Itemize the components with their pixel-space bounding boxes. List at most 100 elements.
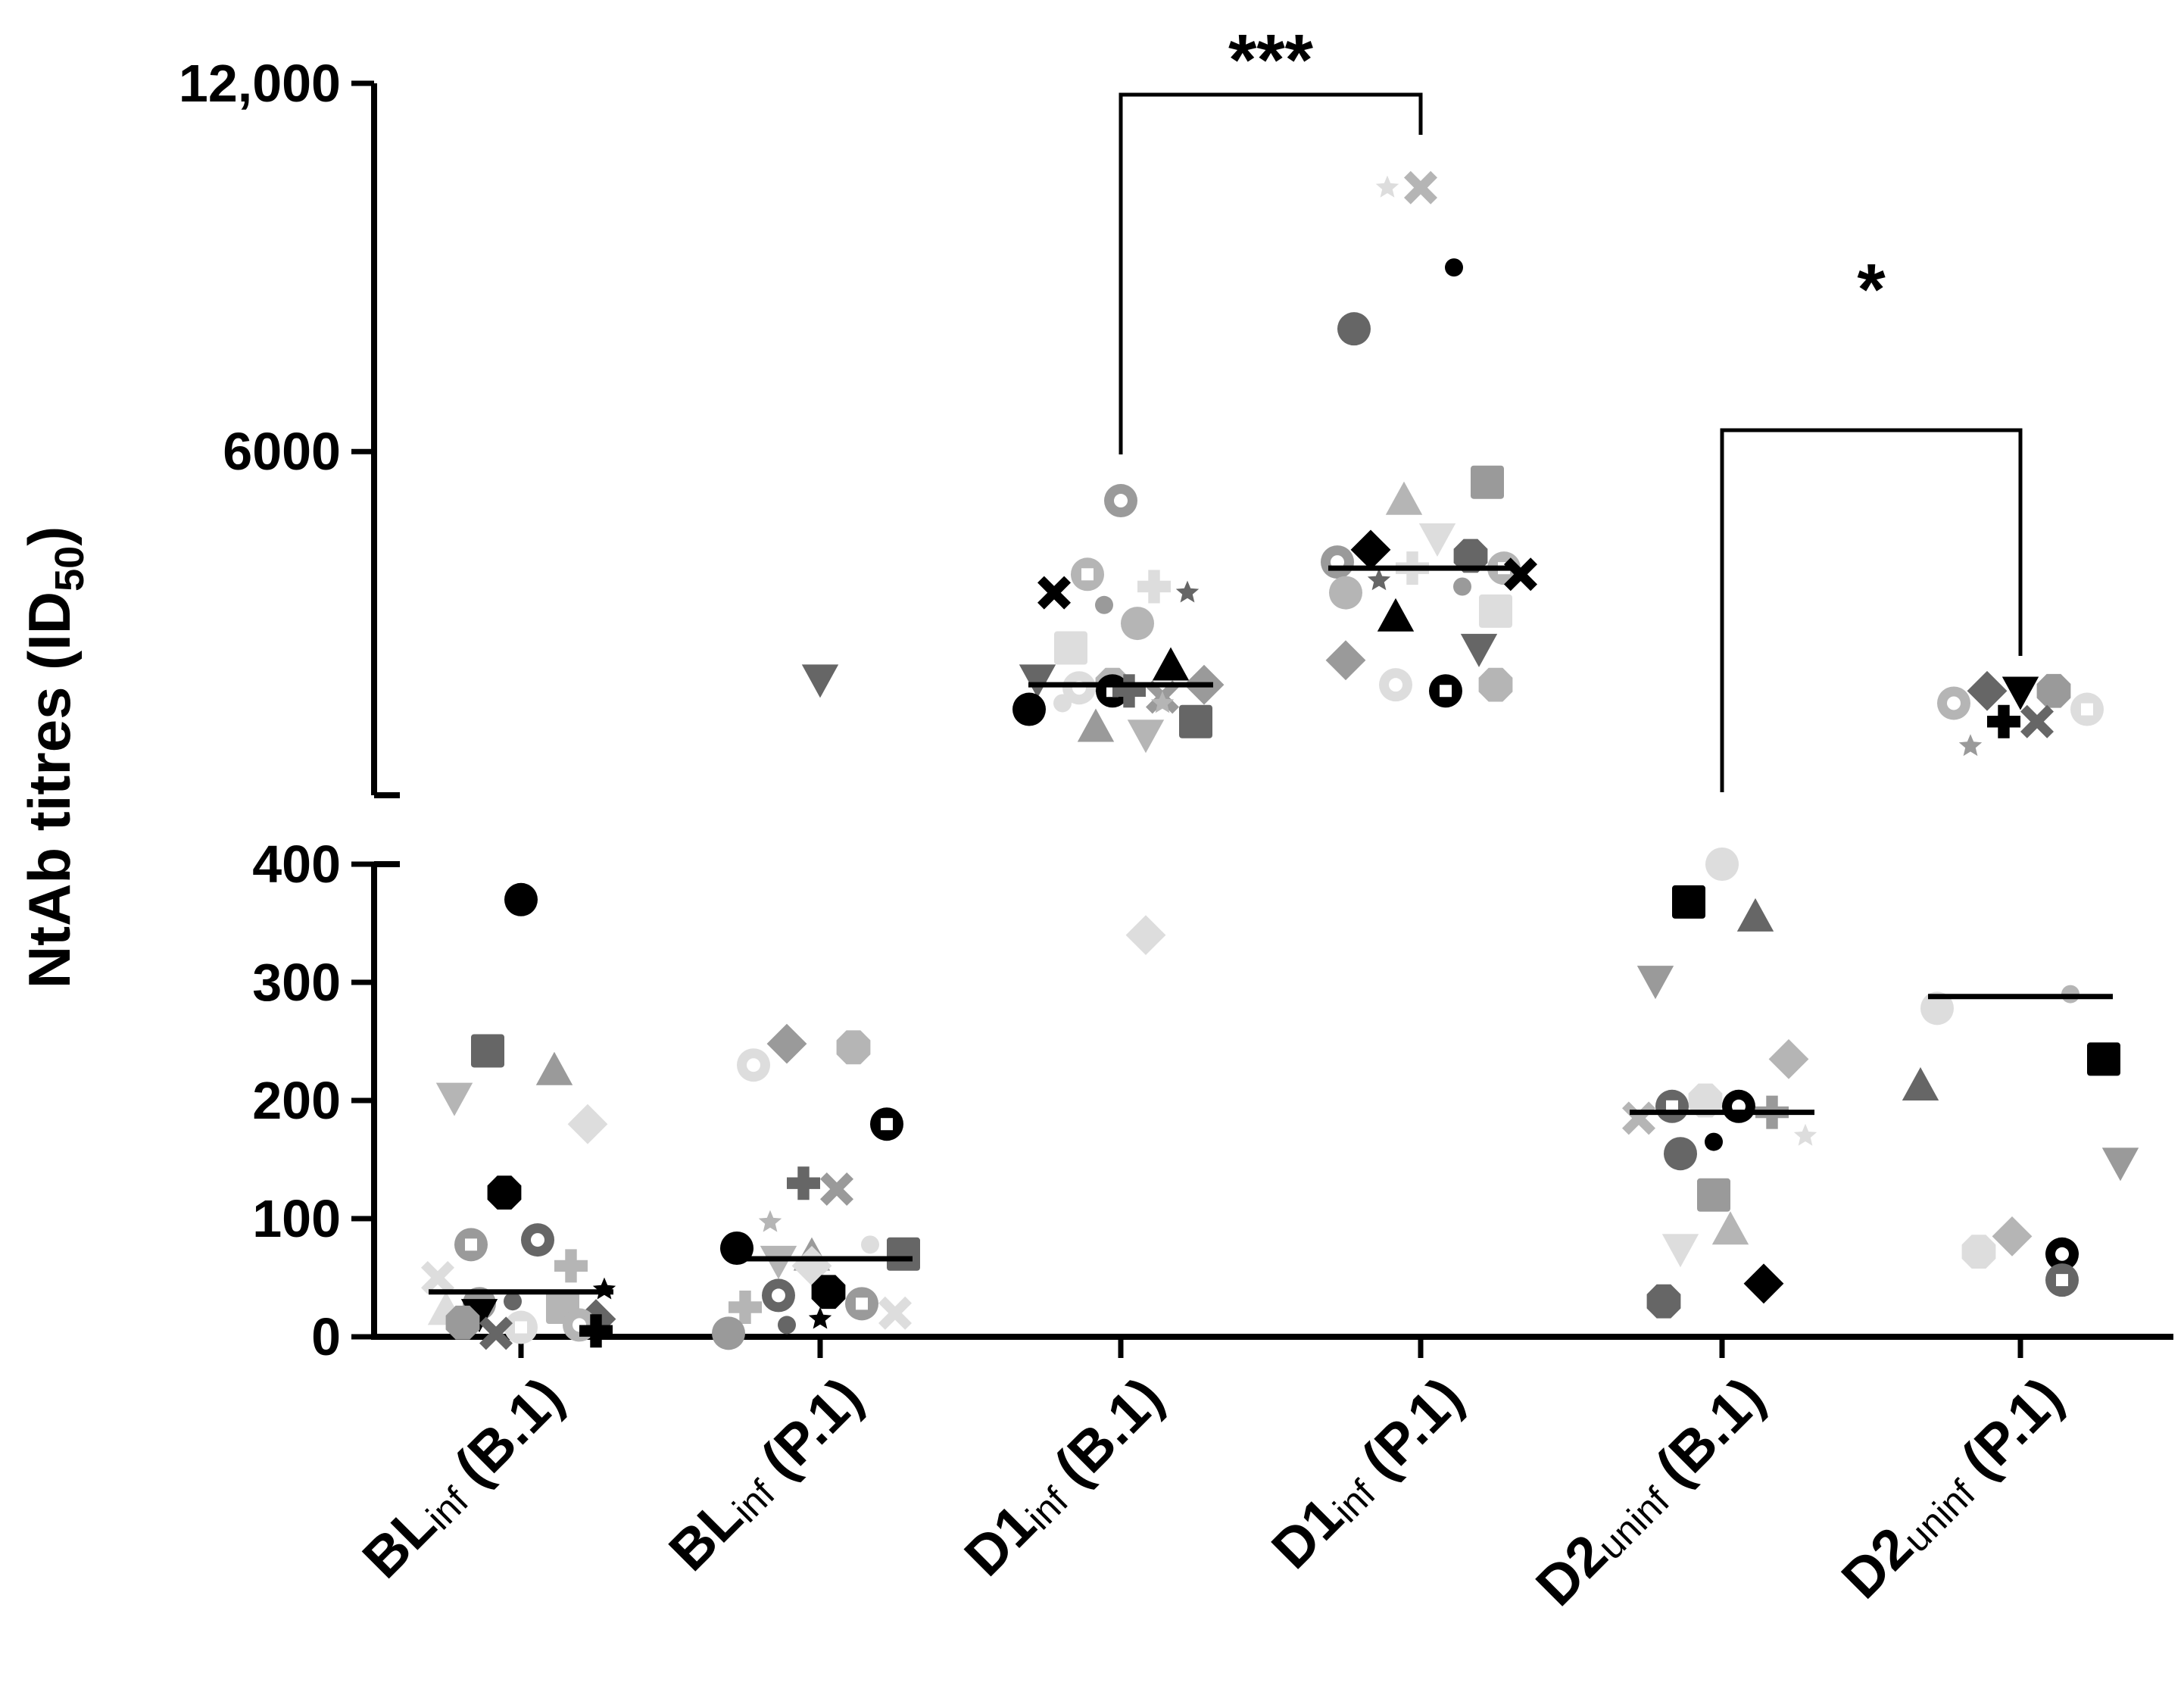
data-point [1404,170,1437,204]
data-point [1736,898,1774,932]
x-category-label: BLinf (B.1) [351,1366,576,1591]
data-point [1112,674,1147,708]
y-tick-label: 12,000 [179,54,341,113]
data-point [1479,594,1512,628]
data-point-hole [2081,703,2093,716]
data-point [504,882,538,916]
data-point [1095,595,1113,614]
data-point [1179,704,1212,738]
y-tick-label: 300 [252,953,341,1012]
data-point [1137,570,1172,604]
data-point [887,1237,920,1271]
y-tick-label: 0 [311,1307,341,1366]
data-point [2020,704,2054,738]
data-point [1672,885,1705,919]
data-point [1012,692,1046,726]
significance-bracket [1119,92,1423,454]
data-point [1127,720,1165,754]
data-point [758,1210,782,1232]
data-point [445,1305,480,1340]
data-point [760,1245,797,1279]
data-point [1478,667,1513,702]
data-point [1768,1039,1809,1079]
data-point [2101,1147,2139,1182]
data-point [1453,539,1488,573]
data-point [1121,607,1154,641]
data-point [1418,523,1456,557]
data-point [579,1314,613,1348]
data-point [766,1023,807,1064]
data-point [712,1316,745,1350]
data-point [1375,175,1399,198]
median-lines [429,565,2113,1295]
data-point [435,1082,473,1116]
data-point [1992,1216,2033,1257]
y-tick-label: 100 [252,1189,341,1248]
data-point [2001,676,2039,710]
data-point [504,1292,522,1311]
data-point-hole [1389,678,1402,692]
y-ticks: 0 100 200 300 400 6000 12,000 [179,54,374,1366]
data-point-hole [1081,568,1094,581]
data-point-hole [2056,1274,2068,1287]
data-point-hole [1440,685,1452,698]
data-point [535,1051,573,1085]
x-category-text: D1inf (B.1) [953,1366,1175,1588]
data-point-hole [881,1118,893,1131]
data-point [861,1235,879,1254]
data-point [1958,734,1983,757]
data-point-hole [531,1233,544,1247]
data-point [820,1172,853,1206]
data-point [1337,312,1371,346]
data-point [778,1316,796,1335]
data-point [878,1296,912,1330]
data-point [1054,631,1087,665]
data-points [421,170,2139,1350]
data-point [1053,694,1072,713]
data-point [1460,633,1498,667]
data-point [1987,704,2020,738]
data-point [1077,708,1115,742]
significance-brackets: **** [1119,20,2023,792]
data-point [1350,529,1391,570]
data-point-hole [465,1238,477,1251]
data-point-hole [772,1288,785,1303]
data-point-hole [747,1058,760,1072]
data-point [421,1261,454,1294]
x-category-label: D1inf (P.1) [1259,1366,1474,1581]
data-point [1661,1234,1699,1268]
data-point [1646,1284,1681,1319]
data-point [592,1277,616,1300]
data-point [1175,580,1200,603]
data-point [1967,670,2008,711]
data-point [1920,991,1954,1026]
data-point-hole [2055,1247,2069,1261]
axes [371,83,2173,1358]
data-point [487,1175,522,1210]
x-category-labels: BLinf (B.1) BLinf (P.1) D1inf (B.1) D1inf (… [351,1366,2075,1619]
data-point [1019,664,1056,698]
data-point [1453,577,1471,596]
significance-bracket [1720,428,2023,792]
data-point-hole [1114,494,1128,508]
data-point [836,1030,871,1065]
data-point [1636,966,1674,1000]
data-point [1711,1211,1749,1245]
data-point [2036,673,2071,708]
data-point-hole [1947,696,1961,710]
data-point [1793,1123,1817,1146]
data-point [471,1034,504,1068]
data-point [1367,568,1391,591]
data-point [808,1306,832,1329]
x-category-text: D2uninf (B.1) [1524,1366,1777,1619]
data-point [554,1249,588,1283]
data-point [1445,258,1463,277]
data-point [1325,640,1366,681]
data-point [1697,1178,1730,1212]
data-point [1743,1263,1784,1304]
x-category-label: D2uninf (B.1) [1524,1366,1777,1619]
data-point [1622,1101,1655,1135]
data-point [1902,1066,1939,1100]
data-point-hole [1331,555,1344,570]
